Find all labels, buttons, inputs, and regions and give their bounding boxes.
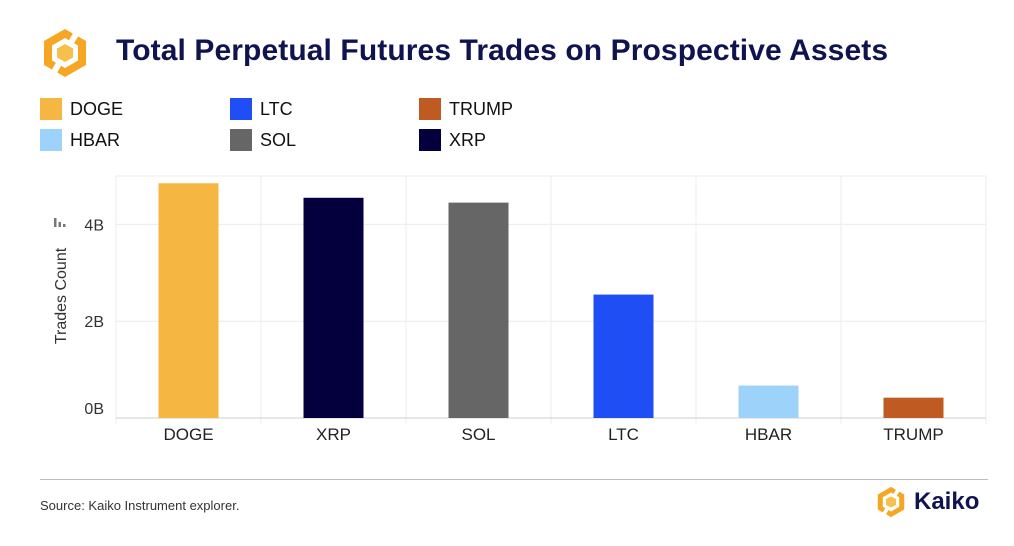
legend-item-hbar[interactable]: HBAR bbox=[40, 128, 120, 152]
legend-label: SOL bbox=[260, 129, 297, 150]
legend-swatch bbox=[419, 129, 441, 151]
page-title: Total Perpetual Futures Trades on Prospe… bbox=[116, 34, 889, 67]
bar-trump[interactable] bbox=[883, 397, 944, 418]
bar-ltc[interactable] bbox=[593, 294, 654, 418]
y-tick-label: 0B bbox=[84, 401, 104, 418]
bar-xrp[interactable] bbox=[303, 197, 364, 418]
x-tick-label: TRUMP bbox=[883, 425, 943, 444]
legend-item-ltc[interactable]: LTC bbox=[230, 97, 293, 121]
y-tick-label: 4B bbox=[84, 217, 104, 234]
legend-item-trump[interactable]: TRUMP bbox=[419, 97, 513, 121]
x-tick-label: LTC bbox=[608, 425, 639, 444]
legend-label: HBAR bbox=[70, 129, 121, 150]
bar-doge[interactable] bbox=[158, 183, 219, 418]
legend-item-doge[interactable]: DOGE bbox=[40, 97, 123, 121]
legend-swatch bbox=[230, 129, 252, 151]
legend-swatch bbox=[419, 98, 441, 120]
x-tick-label: SOL bbox=[461, 425, 495, 444]
legend-item-xrp[interactable]: XRP bbox=[419, 128, 486, 152]
brand-logo: Kaiko bbox=[874, 484, 979, 520]
chart-options-icon[interactable] bbox=[54, 218, 66, 227]
y-axis-title: Trades Count bbox=[53, 247, 70, 344]
y-tick-label: 2B bbox=[84, 314, 104, 331]
legend-swatch bbox=[230, 98, 252, 120]
source-note: Source: Kaiko Instrument explorer. bbox=[40, 498, 240, 513]
legend-label: TRUMP bbox=[449, 98, 513, 119]
x-tick-label: XRP bbox=[316, 425, 351, 444]
legend-swatch bbox=[40, 98, 62, 120]
footer-divider bbox=[40, 479, 988, 480]
legend-swatch bbox=[40, 129, 62, 151]
legend-label: DOGE bbox=[70, 98, 124, 119]
bar-sol[interactable] bbox=[448, 202, 509, 418]
bar-hbar[interactable] bbox=[738, 385, 799, 418]
x-tick-label: DOGE bbox=[163, 425, 213, 444]
legend-item-sol[interactable]: SOL bbox=[230, 128, 296, 152]
legend-label: XRP bbox=[449, 129, 487, 150]
brand-name: Kaiko bbox=[914, 488, 980, 515]
legend-label: LTC bbox=[260, 98, 293, 119]
x-tick-label: HBAR bbox=[745, 425, 792, 444]
kaiko-logo-icon bbox=[44, 28, 86, 78]
kaiko-brand-icon bbox=[877, 486, 905, 518]
